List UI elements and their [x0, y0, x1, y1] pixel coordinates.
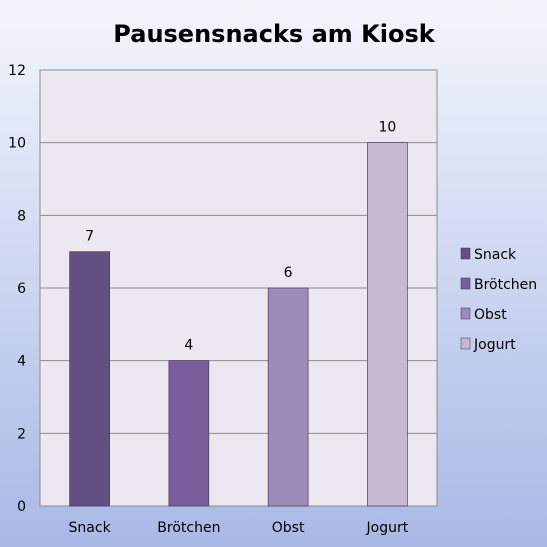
bar: [267, 287, 309, 507]
y-tick-label: 2: [17, 426, 26, 442]
x-tick-label: Jogurt: [366, 520, 409, 536]
y-tick-label: 12: [8, 63, 26, 79]
y-tick-label: 0: [17, 499, 26, 515]
legend-label: Snack: [474, 247, 517, 263]
data-label: 10: [378, 120, 396, 136]
bar: [168, 360, 210, 507]
y-tick-label: 4: [17, 354, 26, 370]
bar: [69, 251, 110, 507]
legend-swatch: [460, 247, 471, 260]
legend-swatch: [460, 307, 471, 320]
chart-title: Pausensnacks am Kiosk: [113, 20, 435, 48]
legend-label: Obst: [474, 307, 507, 323]
legend-label: Brötchen: [474, 277, 537, 293]
y-tick-label: 8: [17, 208, 26, 224]
data-label: 6: [284, 265, 293, 281]
bar: [367, 142, 408, 507]
legend-swatch: [460, 277, 471, 290]
data-label: 7: [85, 229, 94, 245]
y-tick-label: 10: [8, 136, 26, 152]
bars: 7 4 6 10: [69, 120, 408, 507]
data-label: 4: [184, 338, 193, 354]
legend-swatch: [460, 337, 471, 350]
legend: Snack Brötchen Obst Jogurt: [460, 247, 537, 353]
y-tick-label: 6: [17, 281, 26, 297]
x-tick-label: Obst: [272, 520, 305, 536]
x-tick-label: Snack: [69, 520, 112, 536]
x-axis-ticks: Snack Brötchen Obst Jogurt: [69, 520, 409, 536]
x-tick-label: Brötchen: [157, 520, 220, 536]
legend-label: Jogurt: [473, 337, 516, 353]
y-axis-ticks: 0 2 4 6 8 10 12: [8, 63, 26, 515]
